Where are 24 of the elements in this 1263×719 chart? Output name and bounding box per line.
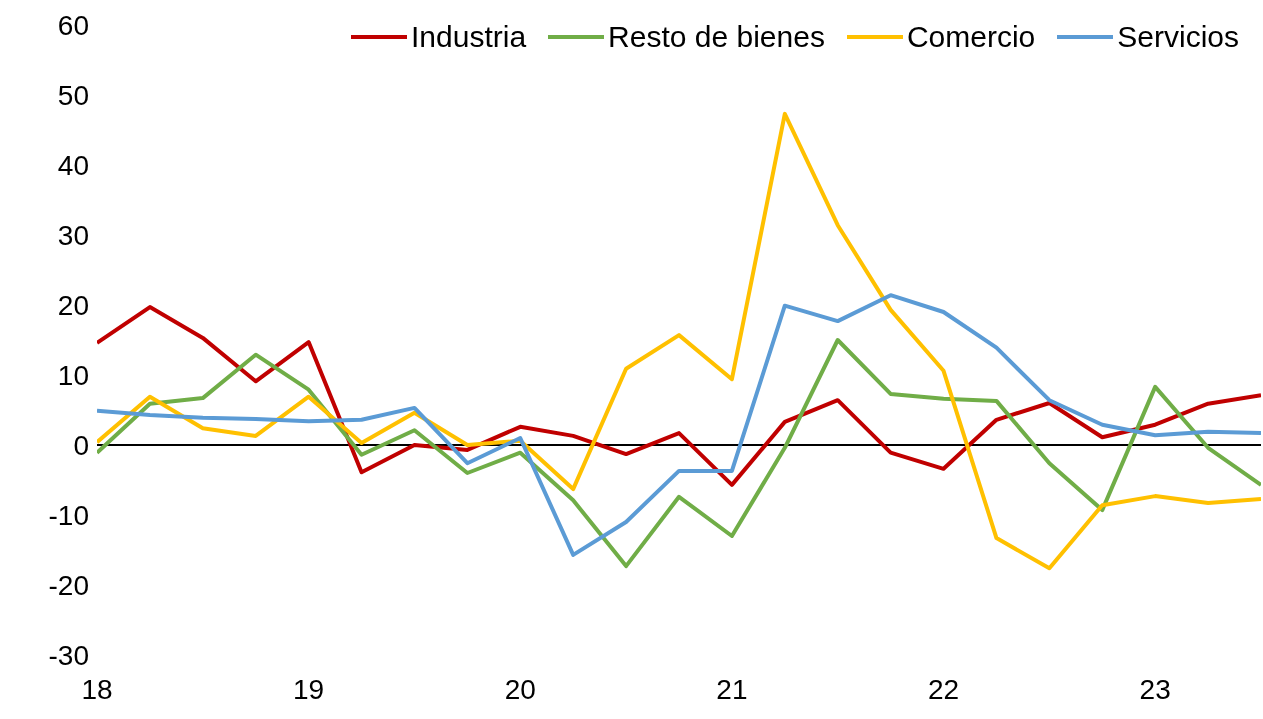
y-tick-label: 30	[57, 219, 89, 251]
y-tick-label: 20	[57, 289, 89, 321]
legend-label: Comercio	[906, 20, 1036, 54]
y-tick-label: 10	[57, 359, 89, 391]
legend-label: Resto de bienes	[608, 20, 825, 54]
line-series	[97, 293, 1261, 557]
y-tick-label: -10	[48, 499, 89, 531]
x-tick-label: 22	[927, 673, 960, 705]
line-series	[97, 111, 1261, 571]
y-tick-label: 0	[73, 429, 89, 461]
x-tick-label: 23	[1139, 673, 1171, 705]
y-tick-label: -20	[48, 569, 89, 601]
legend-label: Servicios	[1117, 20, 1239, 54]
y-tick-label: 40	[57, 149, 89, 181]
line-series	[97, 305, 1261, 487]
x-tick-label: 18	[81, 673, 113, 705]
line-series	[97, 338, 1261, 569]
x-tick-label: 21	[716, 673, 748, 705]
x-tick-label: 19	[293, 673, 325, 705]
y-tick-label: -30	[48, 639, 89, 671]
legend-label: Industria	[411, 20, 527, 54]
x-tick-label: 20	[504, 673, 536, 705]
y-tick-label: 50	[57, 79, 89, 111]
y-tick-label: 60	[57, 9, 89, 41]
